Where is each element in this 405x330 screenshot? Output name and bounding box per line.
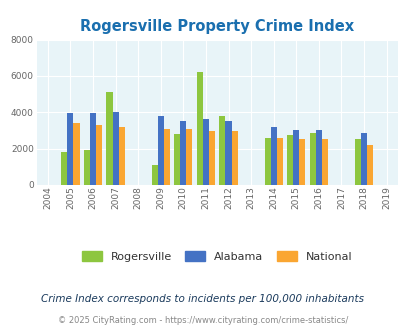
Bar: [106, 92, 112, 185]
Bar: [202, 119, 209, 185]
Bar: [360, 133, 366, 185]
Bar: [163, 129, 169, 185]
Bar: [315, 130, 321, 185]
Title: Rogersville Property Crime Index: Rogersville Property Crime Index: [80, 19, 354, 34]
Bar: [286, 135, 292, 185]
Bar: [151, 165, 157, 185]
Text: © 2025 CityRating.com - https://www.cityrating.com/crime-statistics/: © 2025 CityRating.com - https://www.city…: [58, 316, 347, 325]
Text: Crime Index corresponds to incidents per 100,000 inhabitants: Crime Index corresponds to incidents per…: [41, 294, 364, 304]
Bar: [61, 152, 67, 185]
Bar: [180, 121, 186, 185]
Bar: [276, 138, 282, 185]
Bar: [118, 127, 124, 185]
Bar: [225, 121, 231, 185]
Bar: [90, 113, 96, 185]
Bar: [231, 131, 237, 185]
Bar: [270, 127, 276, 185]
Bar: [298, 139, 305, 185]
Bar: [209, 131, 215, 185]
Bar: [174, 134, 180, 185]
Bar: [157, 116, 163, 185]
Bar: [354, 139, 360, 185]
Bar: [73, 123, 79, 185]
Bar: [321, 139, 327, 185]
Bar: [112, 112, 118, 185]
Bar: [309, 133, 315, 185]
Bar: [366, 145, 372, 185]
Bar: [84, 150, 90, 185]
Bar: [219, 116, 225, 185]
Bar: [264, 138, 270, 185]
Bar: [186, 129, 192, 185]
Bar: [67, 113, 73, 185]
Legend: Rogersville, Alabama, National: Rogersville, Alabama, National: [82, 251, 352, 262]
Bar: [196, 72, 202, 185]
Bar: [292, 130, 298, 185]
Bar: [96, 125, 102, 185]
